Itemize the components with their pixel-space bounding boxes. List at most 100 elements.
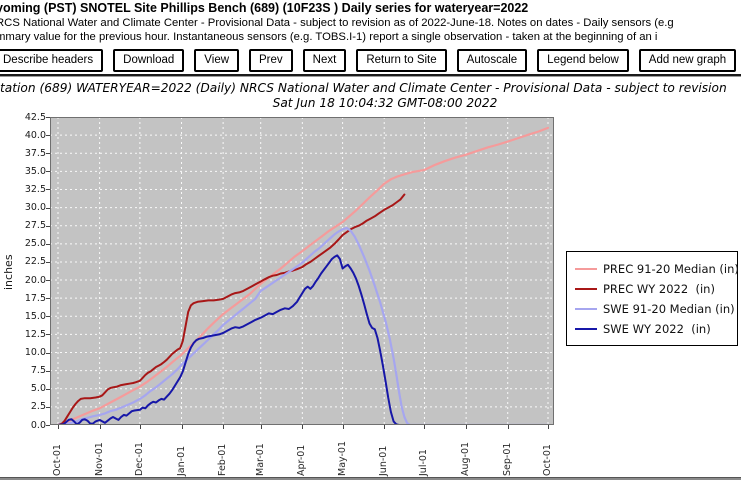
x-tick-mark (507, 425, 509, 429)
toolbar-button-autoscale[interactable]: Autoscale (456, 49, 528, 72)
x-tick-mark (302, 425, 304, 429)
x-tick-label: May-01 (336, 441, 348, 476)
header-note-line2: mmary value for the previous hour. Insta… (0, 31, 658, 43)
y-tick-mark (46, 406, 50, 408)
series-line-swe-91-20-median-in- (56, 226, 550, 425)
y-tick-mark (46, 316, 50, 318)
y-tick-label: 5.0 (30, 383, 46, 395)
legend-item: SWE WY 2022 (in) (575, 319, 731, 339)
toolbar: Describe headers Download View Prev Next Retu… (0, 49, 737, 72)
x-tick-mark (58, 425, 59, 429)
legend: PREC 91-20 Median (in) PREC WY 2022 (in) S… (566, 251, 739, 346)
x-tick-label: Jul-01 (418, 449, 430, 476)
series-line-swe-wy-2022-in- (57, 254, 410, 425)
y-tick-mark (46, 207, 50, 209)
x-tick-label: Oct-01 (542, 444, 553, 476)
x-tick-mark (223, 425, 225, 429)
x-tick-mark (139, 425, 141, 429)
series-line-prec-wy-2022-in- (57, 193, 406, 425)
chart-subtitle: Sat Jun 18 10:04:32 GMT-08:00 2022 (272, 96, 498, 110)
y-tick-label: 0.0 (30, 419, 46, 431)
y-tick-mark (46, 117, 50, 118)
y-tick-mark (46, 370, 50, 372)
x-tick-label: Aug-01 (460, 441, 472, 476)
toolbar-button-download[interactable]: Download (113, 49, 185, 72)
x-tick-label: Nov-01 (93, 442, 105, 476)
toolbar-button-prev[interactable]: Prev (249, 49, 293, 72)
toolbar-button-return-to-site[interactable]: Return to Site (356, 49, 447, 72)
y-tick-mark (46, 189, 50, 191)
y-tick-mark (46, 171, 50, 173)
x-tick-label: Feb-01 (217, 443, 229, 476)
x-tick-mark (548, 425, 549, 429)
x-tick-mark (260, 425, 262, 429)
x-tick-mark (99, 425, 101, 429)
y-tick-label: 17.5 (24, 292, 46, 304)
legend-item: PREC WY 2022 (in) (575, 279, 731, 299)
y-tick-mark (46, 225, 50, 227)
legend-line-sample (575, 288, 597, 290)
y-tick-mark (46, 425, 50, 426)
y-tick-mark (46, 243, 50, 245)
y-tick-mark (46, 261, 50, 263)
y-tick-label: 7.5 (30, 365, 46, 377)
x-tick-label: Dec-01 (133, 442, 145, 476)
x-tick-label: Apr-01 (296, 444, 308, 476)
legend-label: PREC 91-20 Median (in) (603, 262, 739, 276)
x-tick-mark (424, 425, 426, 429)
y-tick-label: 42.5 (24, 111, 46, 123)
y-tick-mark (46, 352, 50, 354)
y-tick-label: 10.0 (24, 347, 46, 359)
x-tick-mark (384, 425, 386, 429)
y-tick-label: 30.0 (24, 202, 46, 214)
legend-label: PREC WY 2022 (in) (603, 282, 715, 296)
y-tick-mark (46, 280, 50, 282)
legend-line-sample (575, 308, 597, 310)
y-tick-label: 40.0 (24, 129, 46, 141)
y-tick-label: 35.0 (24, 165, 46, 177)
x-tick-label: Mar-01 (254, 443, 266, 476)
y-tick-mark (46, 334, 50, 336)
y-tick-label: 22.5 (24, 256, 46, 268)
legend-line-sample (575, 328, 597, 330)
toolbar-button-add-new-graph[interactable]: Add new graph (638, 49, 737, 72)
toolbar-divider (0, 74, 741, 77)
y-tick-mark (46, 153, 50, 155)
y-tick-mark (46, 135, 50, 137)
x-tick-label: Oct-01 (52, 444, 63, 476)
y-tick-label: 25.0 (24, 238, 46, 250)
legend-label: SWE WY 2022 (in) (603, 322, 711, 336)
y-tick-mark (46, 298, 50, 300)
y-tick-label: 12.5 (24, 328, 46, 340)
x-tick-label: Jun-01 (378, 445, 390, 476)
x-tick-mark (181, 425, 183, 429)
series-line-prec-91-20-median-in- (56, 126, 550, 425)
plot-area (50, 117, 554, 425)
y-axis-label: inches (2, 254, 15, 290)
y-tick-label: 15.0 (24, 310, 46, 322)
page-title: yoming (PST) SNOTEL Site Phillips Bench … (0, 1, 529, 15)
plot-border (50, 117, 554, 425)
x-tick-label: Sep-01 (501, 442, 513, 476)
toolbar-button-next[interactable]: Next (302, 49, 347, 72)
y-tick-label: 2.5 (30, 401, 46, 413)
legend-item: PREC 91-20 Median (in) (575, 259, 739, 279)
x-tick-label: Jan-01 (175, 445, 187, 476)
y-tick-label: 27.5 (24, 220, 46, 232)
legend-label: SWE 91-20 Median (in) (603, 302, 735, 316)
y-tick-label: 20.0 (24, 274, 46, 286)
x-tick-mark (342, 425, 344, 429)
y-tick-label: 37.5 (24, 147, 46, 159)
toolbar-button-view[interactable]: View (194, 49, 240, 72)
chart-title: tation (689) WATERYEAR=2022 (Daily) NRCS… (0, 81, 727, 95)
toolbar-button-describe-headers[interactable]: Describe headers (0, 49, 104, 72)
y-tick-mark (46, 388, 50, 390)
y-tick-label: 32.5 (24, 183, 46, 195)
legend-line-sample (575, 268, 597, 270)
x-tick-mark (466, 425, 468, 429)
legend-item: SWE 91-20 Median (in) (575, 299, 735, 319)
header-note-line1: RCS National Water and Climate Center - … (0, 17, 674, 29)
window-border-bottom (0, 477, 741, 480)
toolbar-button-legend-below[interactable]: Legend below (537, 49, 629, 72)
